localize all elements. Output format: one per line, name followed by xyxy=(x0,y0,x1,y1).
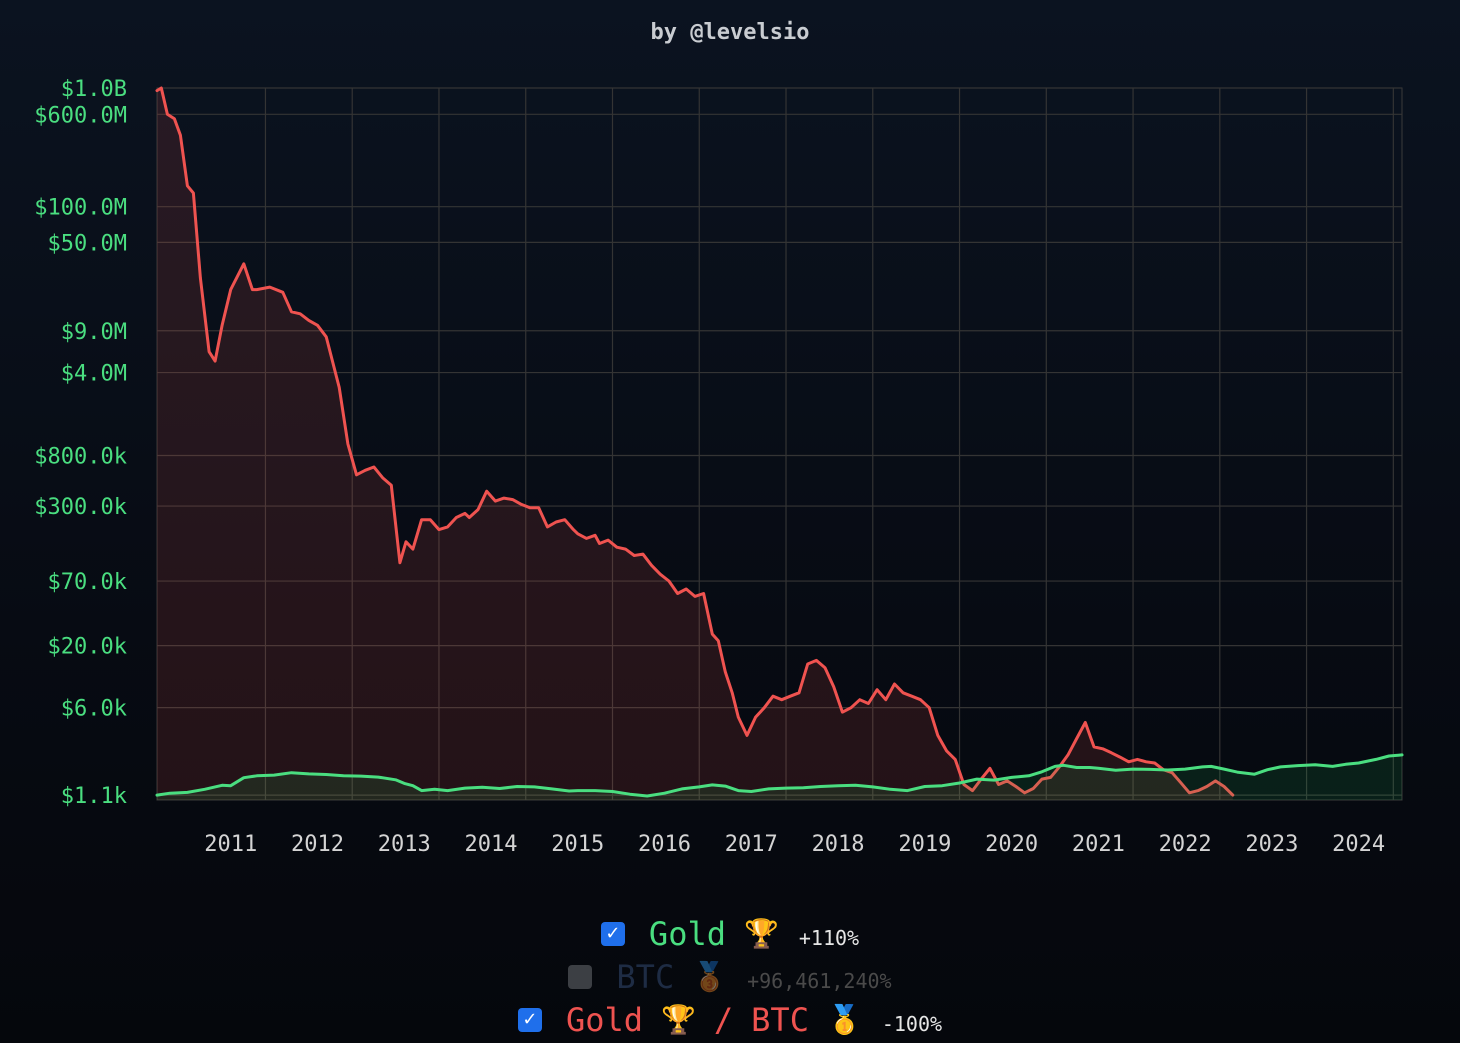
chart-subtitle: by @levelsio xyxy=(651,20,810,45)
legend-label-gold-left: Gold xyxy=(565,1000,644,1039)
x-tick-label: 2016 xyxy=(638,832,691,857)
y-tick-label: $1.1k xyxy=(61,784,127,809)
gold-checkbox[interactable]: ✓ xyxy=(600,921,625,946)
series-line xyxy=(155,753,1404,798)
legend-label-separator: / xyxy=(713,1000,734,1039)
x-tick-label: 2012 xyxy=(291,832,344,857)
gold-medal-icon: 🥇 xyxy=(826,1003,862,1036)
legend: ✓ Gold 🏆 +110% BTC 🥉 +96,461,240% ✓ Gold… xyxy=(0,912,1460,1041)
bronze-medal-icon: 🥉 xyxy=(692,960,728,993)
y-tick-label: $800.0k xyxy=(34,445,127,470)
x-tick-label: 2014 xyxy=(465,832,518,857)
x-tick-label: 2017 xyxy=(725,832,778,857)
btc-checkbox[interactable] xyxy=(568,964,593,989)
x-tick-label: 2021 xyxy=(1072,832,1125,857)
series-area xyxy=(157,88,1233,800)
btc-change: +96,461,240% xyxy=(747,968,892,993)
x-tick-label: 2020 xyxy=(985,832,1038,857)
legend-label-btc: BTC xyxy=(616,957,675,996)
trophy-icon: 🏆 xyxy=(661,1003,696,1036)
x-tick-label: 2015 xyxy=(551,832,604,857)
legend-item-btc[interactable]: BTC 🥉 +96,461,240% xyxy=(568,955,892,998)
y-tick-label: $4.0M xyxy=(61,362,127,387)
x-tick-label: 2023 xyxy=(1245,832,1298,857)
x-tick-label: 2013 xyxy=(378,832,431,857)
gold-change: +110% xyxy=(798,925,860,950)
y-tick-label: $50.0M xyxy=(48,231,127,256)
chart-svg: by @levelsio $1.0B$600.0M $100.0M $50.0M $9.… xyxy=(34,20,1404,857)
gold-btc-change: -100% xyxy=(881,1011,943,1036)
y-tick-label: $20.0k xyxy=(48,635,127,660)
y-tick-label: $6.0k xyxy=(61,697,127,722)
legend-item-gold[interactable]: ✓ Gold 🏆 +110% xyxy=(600,912,860,955)
y-tick-label: $9.0M xyxy=(61,320,127,345)
x-tick-label: 2024 xyxy=(1332,832,1385,857)
y-tick-label: $100.0M xyxy=(34,196,127,221)
series-line xyxy=(155,86,1235,797)
y-tick-label: $1.0B xyxy=(61,77,127,102)
y-tick-label: $70.0k xyxy=(48,570,127,595)
gold-btc-checkbox[interactable]: ✓ xyxy=(517,1007,542,1032)
x-tick-label: 2011 xyxy=(204,832,257,857)
legend-label-btc-right: BTC xyxy=(751,1000,809,1039)
trophy-icon: 🏆 xyxy=(743,917,779,950)
x-tick-label: 2022 xyxy=(1159,832,1212,857)
legend-item-gold-btc[interactable]: ✓ Gold 🏆 / BTC 🥇 -100% xyxy=(517,998,943,1041)
x-tick-label: 2019 xyxy=(898,832,951,857)
legend-label-gold: Gold xyxy=(648,914,726,953)
y-tick-label: $300.0k xyxy=(34,495,127,520)
y-tick-label: $600.0M xyxy=(34,103,127,128)
x-tick-label: 2018 xyxy=(812,832,865,857)
